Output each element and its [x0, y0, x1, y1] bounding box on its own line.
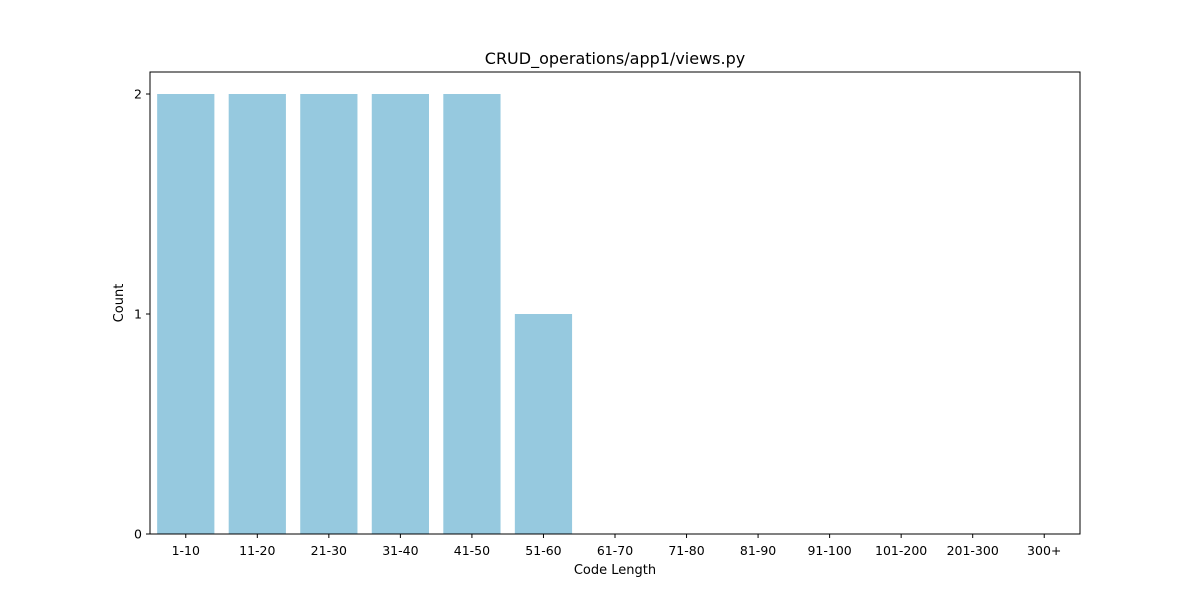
bar-1-10	[157, 94, 215, 534]
x-tick-label: 11-20	[239, 543, 275, 558]
x-tick-label: 81-90	[740, 543, 776, 558]
x-tick-label: 61-70	[597, 543, 633, 558]
x-axis: 1-10 11-20 21-30 31-40 41-50 51-60 61-70 71-80 8…	[172, 534, 1061, 558]
y-axis-label: Count	[112, 284, 127, 323]
x-tick-label: 201-300	[947, 543, 999, 558]
chart-title: CRUD_operations/app1/views.py	[485, 49, 745, 69]
y-axis: 0 1 2	[134, 87, 150, 542]
bars-layer	[157, 94, 573, 534]
x-tick-label: 300+	[1027, 543, 1061, 558]
x-tick-label: 101-200	[875, 543, 927, 558]
x-axis-label: Code Length	[574, 563, 656, 578]
x-tick-label: 21-30	[311, 543, 347, 558]
bar-31-40	[371, 94, 429, 534]
y-tick-label: 1	[134, 307, 142, 322]
bar-21-30	[300, 94, 358, 534]
x-tick-label: 71-80	[668, 543, 704, 558]
x-tick-label: 1-10	[172, 543, 200, 558]
y-tick-label: 2	[134, 87, 142, 102]
bar-11-20	[228, 94, 286, 534]
bar-51-60	[514, 314, 573, 534]
x-tick-label: 51-60	[525, 543, 561, 558]
x-tick-label: 91-100	[807, 543, 851, 558]
x-tick-label: 41-50	[454, 543, 490, 558]
x-tick-label: 31-40	[382, 543, 418, 558]
y-tick-label: 0	[134, 527, 142, 542]
bar-41-50	[443, 94, 501, 534]
